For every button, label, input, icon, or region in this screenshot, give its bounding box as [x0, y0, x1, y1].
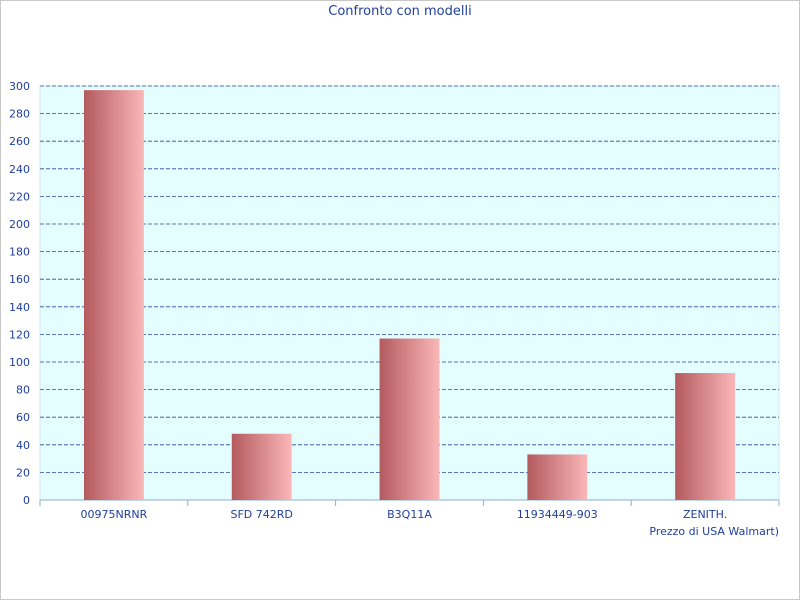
- bar: [83, 90, 144, 500]
- y-tick-label: 140: [9, 301, 30, 314]
- chart-title: Confronto con modelli: [328, 4, 472, 19]
- x-tick-label: B3Q11A: [387, 508, 432, 521]
- bar: [527, 454, 588, 500]
- x-tick-label: 11934449-903: [517, 508, 598, 521]
- bar: [379, 338, 440, 500]
- y-tick-label: 260: [9, 135, 30, 148]
- y-tick-label: 40: [16, 439, 30, 452]
- x-tick-label: 00975NRNR: [81, 508, 148, 521]
- bar: [231, 433, 292, 500]
- bars: [83, 90, 736, 500]
- y-tick-label: 20: [16, 466, 30, 479]
- y-tick-label: 280: [9, 108, 30, 121]
- y-tick-label: 0: [23, 494, 30, 507]
- y-tick-label: 220: [9, 190, 30, 203]
- y-tick-label: 200: [9, 218, 30, 231]
- x-tick-label: SFD 742RD: [231, 508, 293, 521]
- chart-annotation: Prezzo di USA Walmart): [649, 525, 779, 538]
- tick-labels: 0 20 40 60 80 100 120 140 160 180 200 220 240 260 280 3…: [9, 80, 727, 521]
- y-tick-label: 120: [9, 328, 30, 341]
- x-tick-label: ZENITH.: [683, 508, 727, 521]
- y-tick-label: 180: [9, 246, 30, 259]
- axes: [39, 499, 780, 506]
- bar: [675, 373, 736, 500]
- y-tick-label: 240: [9, 163, 30, 176]
- y-tick-label: 80: [16, 384, 30, 397]
- y-tick-label: 160: [9, 273, 30, 286]
- y-tick-label: 60: [16, 411, 30, 424]
- y-tick-label: 100: [9, 356, 30, 369]
- y-tick-label: 300: [9, 80, 30, 93]
